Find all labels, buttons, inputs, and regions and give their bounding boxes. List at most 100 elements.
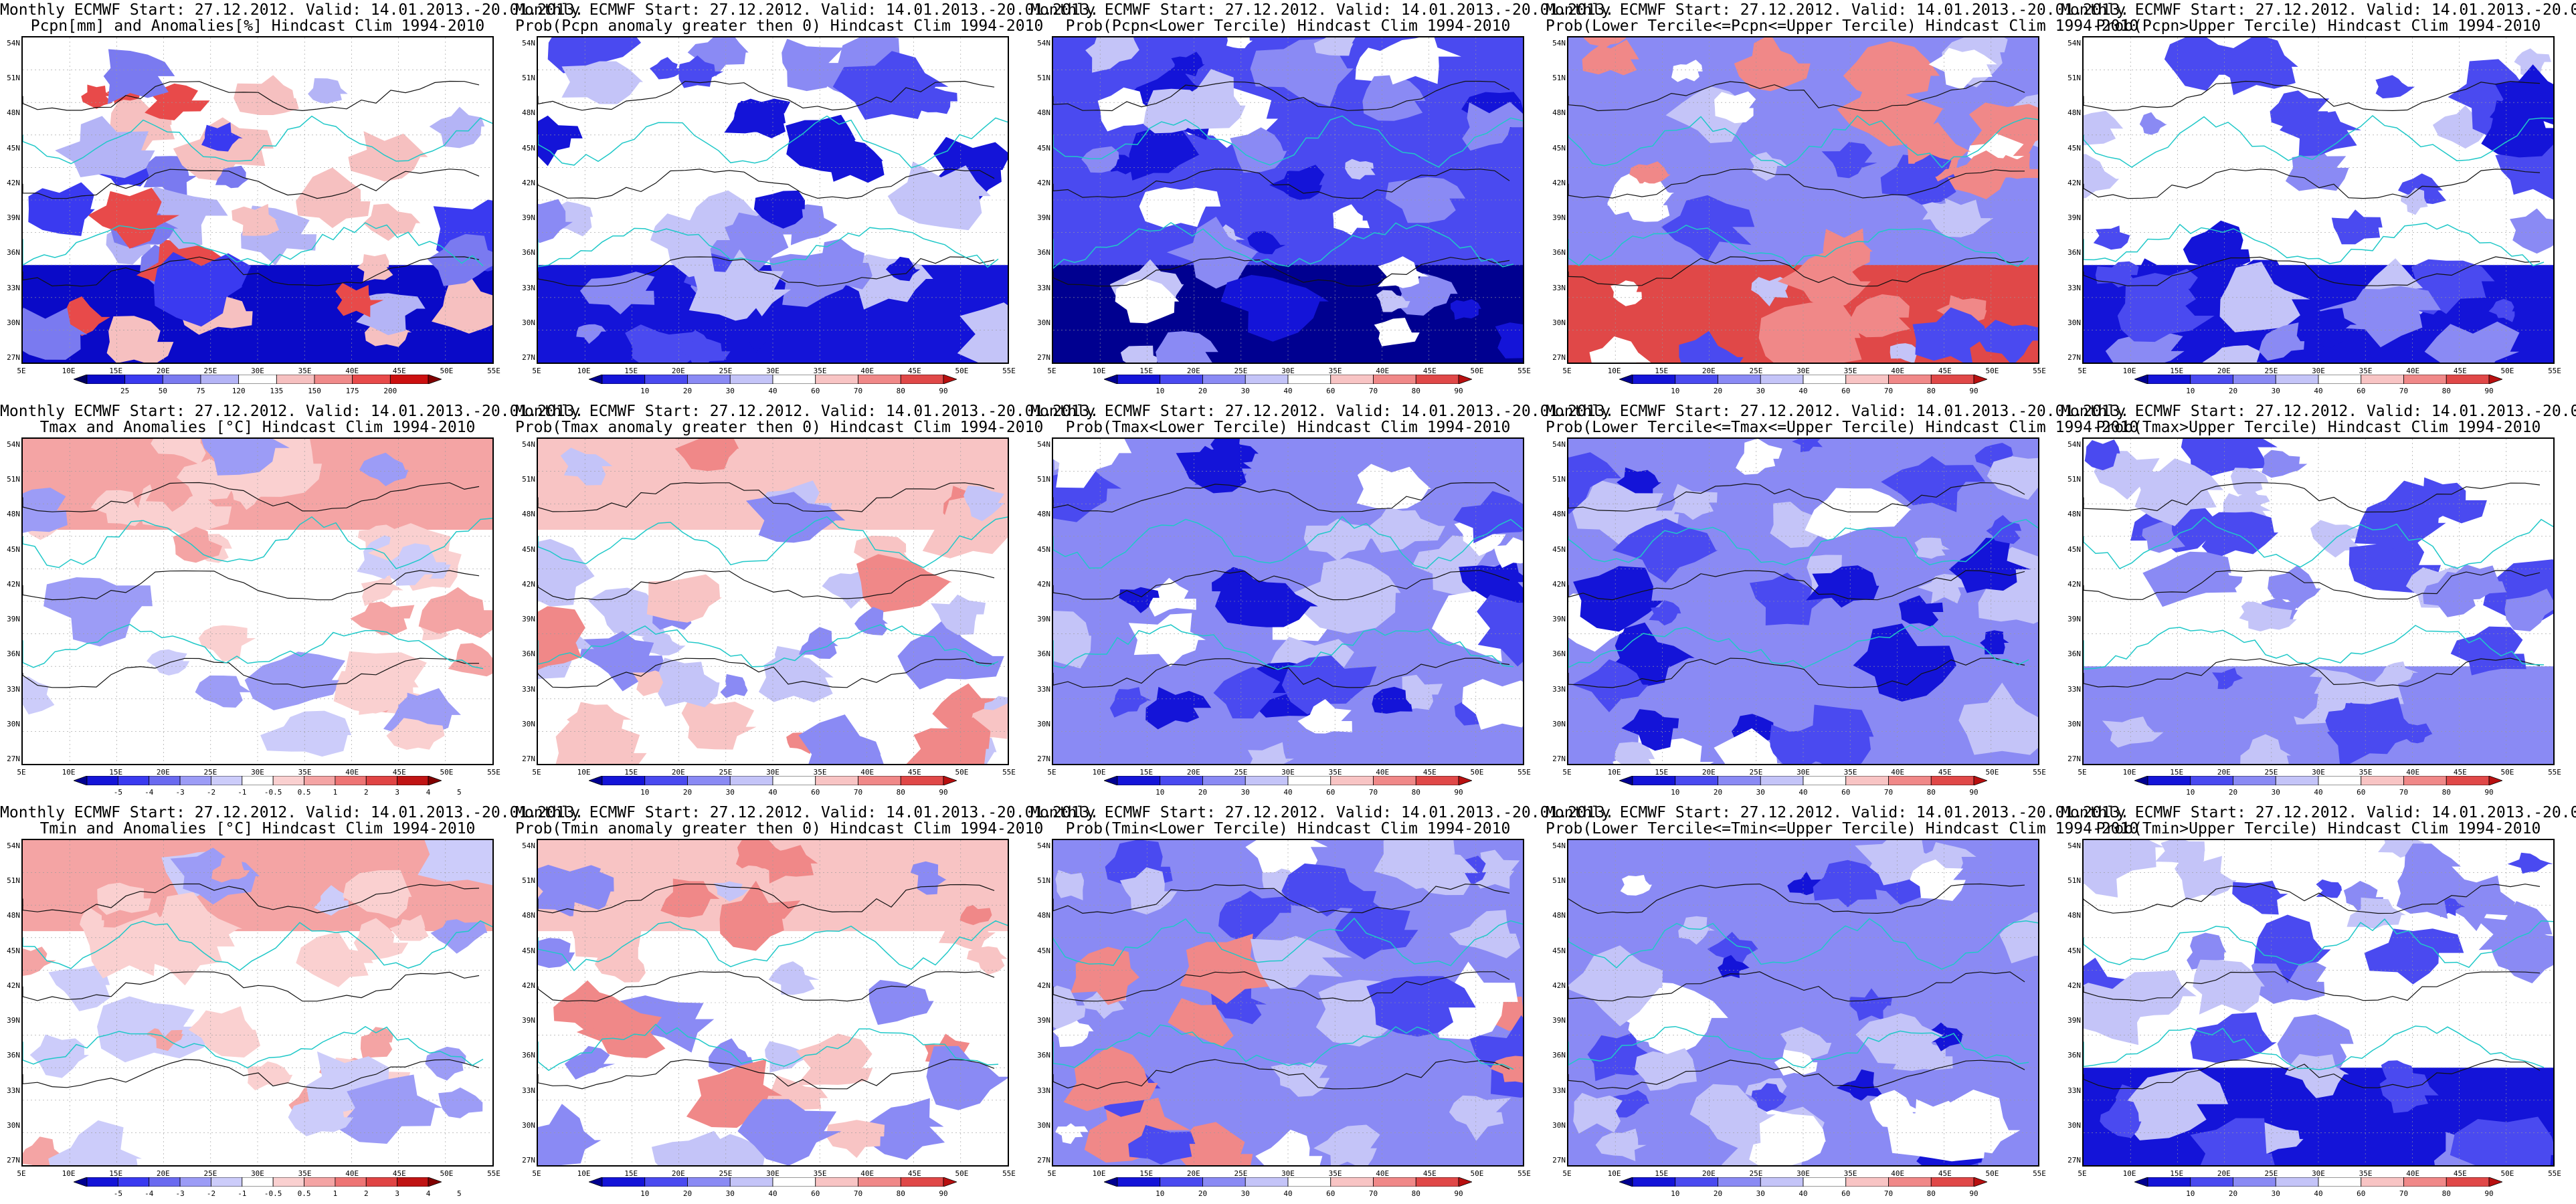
shaded-region [724,99,786,138]
shaded-region [230,479,268,510]
colorbar-tick-label: 20 [1713,788,1723,797]
lon-tick-label: 55E [2548,367,2561,375]
lon-tick-label: 35E [1843,768,1857,777]
lat-tick-label: 33N [1552,283,1566,292]
shaded-region [2084,110,2124,146]
colorbar-tick-label: 10 [640,1189,650,1198]
panel-title-line2: Prob(Lower Tercile<=Tmax<=Upper Tercile)… [1546,419,2139,436]
lon-tick-label: 30E [251,367,264,375]
colorbar-tick-label: -0.5 [264,1189,282,1198]
lon-tick-label: 35E [298,367,312,375]
lat-tick-label: 48N [1552,108,1566,118]
contour-line [2084,570,2541,600]
shaded-region [592,841,670,882]
colorbar [2134,1177,2502,1187]
colorbar-segment [772,375,816,384]
lat-tick-label: 48N [1552,510,1566,519]
shaded-region [1247,231,1286,255]
colorbar-tick-label: 20 [2228,788,2238,797]
colorbar-segment [1930,1177,1974,1187]
shaded-region [173,526,223,563]
shaded-region [2212,668,2243,690]
lon-tick-label: 35E [1328,367,1342,375]
shaded-region [1313,37,1356,56]
colorbar-max-arrow [943,776,957,785]
lat-tick-label: 33N [2067,684,2081,694]
shaded-region [82,912,182,979]
shaded-region [2381,1060,2418,1083]
lat-tick-label: 54N [522,841,535,850]
lat-tick-label: 42N [1037,579,1050,589]
colorbar-min-arrow [1619,375,1633,384]
colorbar-segment [602,776,646,785]
colorbar-segment [1632,1177,1676,1187]
lon-tick-label: 55E [1517,1169,1531,1178]
shaded-region [1451,299,1481,320]
lat-tick-label: 42N [7,579,20,589]
colorbar-segment [242,1177,274,1187]
lon-tick-label: 30E [1797,367,1810,375]
lon-tick-label: 25E [1749,768,1763,777]
coastline-north [1568,918,2038,970]
panel-title-line1: Monthly ECMWF Start: 27.12.2012. Valid: … [1546,1,2130,19]
shaded-region [957,302,1008,363]
shaded-region [337,1074,443,1144]
lat-tick-label: 36N [7,649,20,659]
shaded-region [650,57,684,80]
shaded-region [201,439,290,476]
colorbar-tick-label: 30 [725,1189,735,1198]
lon-tick-label: 10E [1092,367,1106,375]
contour-line [23,256,480,287]
colorbar-segment [1245,1177,1289,1187]
shaded-region [963,486,1004,522]
lon-tick-label: 45E [1422,367,1437,375]
colorbar-tick-label: 50 [158,387,167,395]
shaded-region [1898,595,1944,627]
shaded-region [201,122,243,152]
panel-title-line1: Monthly ECMWF Start: 27.12.2012. Valid: … [1030,804,1615,821]
lon-tick-label: 25E [2264,1169,2278,1178]
shaded-region [1081,146,1119,173]
shaded-region [296,932,373,987]
lon-tick-label: 40E [1376,1169,1390,1178]
lat-tick-label: 33N [7,283,20,292]
lon-tick-label: 10E [577,1169,591,1178]
contour-line [1568,169,2025,199]
shaded-region [688,249,792,322]
colorbar-max-arrow [1458,1177,1472,1187]
contour-line [1053,884,1510,914]
colorbar-svg [589,1177,957,1187]
lon-tick-label: 25E [1749,1169,1763,1178]
shaded-region [1250,39,1354,106]
colorbar-segment [1287,375,1331,384]
shaded-region [806,239,872,290]
colorbar-segment [86,776,118,785]
contour-line [2084,80,2541,112]
lat-tick-label: 36N [1552,248,1566,258]
lat-tick-label: 33N [1037,1086,1050,1095]
colorbar-segment [335,1177,367,1187]
colorbar-svg [1619,375,1987,384]
shaded-region [2239,601,2271,622]
colorbar-segment [815,776,858,785]
colorbar-max-arrow [2488,1177,2502,1187]
lon-tick-label: 45E [1938,367,1952,375]
colorbar-segment [117,776,150,785]
shaded-region [1849,988,1892,1021]
map-svg [1053,37,1523,363]
colorbar-segment [2361,375,2404,384]
shaded-region [1449,910,1521,959]
shaded-region [2364,928,2464,985]
lat-tick-label: 39N [1552,615,1566,624]
shaded-region [1109,687,1152,718]
lat-tick-label: 48N [1552,911,1566,920]
colorbar-tick-label: 10 [1671,387,1680,395]
lat-tick-label: 45N [2067,544,2081,554]
contour-line [538,169,995,199]
lon-tick-label: 15E [109,367,123,375]
colorbar-max-arrow [1973,1177,1987,1187]
shaded-region [1063,1045,1158,1112]
colorbar-segment [365,776,398,785]
lat-tick-label: 45N [1037,544,1050,554]
shaded-region [143,1009,188,1037]
